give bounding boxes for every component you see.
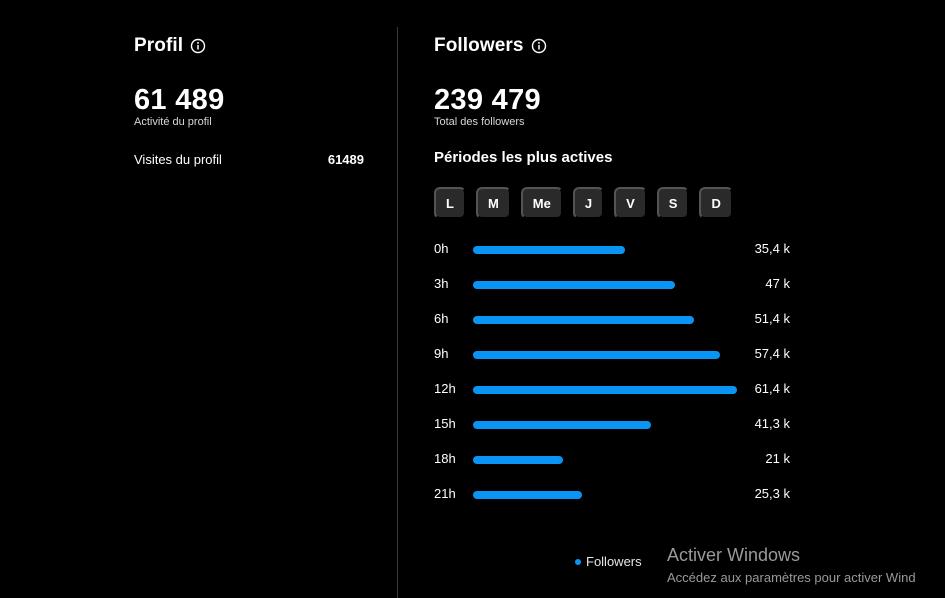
hour-label: 6h [434,311,449,326]
day-button-wednesday[interactable]: Me [520,187,563,219]
legend-dot [575,558,581,565]
bar-value-label: 47 k [765,276,790,291]
followers-bar[interactable] [473,246,626,254]
followers-bar[interactable] [473,456,564,464]
bar-value-label: 61,4 k [754,381,790,396]
legend-label: Followers [586,554,642,569]
bar-value-label: 21 k [765,451,790,466]
hour-label: 15h [434,416,456,431]
info-icon[interactable] [531,38,547,54]
day-button-monday[interactable]: L [434,187,466,219]
hour-label: 9h [434,346,449,361]
chart-row: 9h 57,4 k [434,344,794,379]
bar-track [473,351,737,359]
bar-track [473,281,737,289]
info-icon[interactable] [190,38,206,54]
followers-bar[interactable] [473,281,676,289]
day-button-friday[interactable]: V [614,187,647,219]
bar-value-label: 35,4 k [754,241,790,256]
hour-label: 21h [434,486,456,501]
watermark-subtitle: Accédez aux paramètres pour activer Wind [667,570,916,585]
chart-row: 15h 41,3 k [434,414,794,449]
profile-visits-value: 61489 [327,152,364,167]
day-button-thursday[interactable]: J [572,187,605,219]
bar-track [473,246,737,254]
day-button-sunday[interactable]: D [699,187,733,219]
profile-activity-label: Activité du profil [134,116,212,128]
followers-panel: Followers 239 479 Total des followers Pé… [434,34,794,519]
bar-value-label: 57,4 k [754,346,790,361]
chart-row: 18h 21 k [434,449,794,484]
chart-row: 0h 35,4 k [434,239,794,274]
hour-label: 12h [434,381,456,396]
chart-row: 6h 51,4 k [434,309,794,344]
active-periods-title: Périodes les plus actives [434,149,613,166]
chart-row: 3h 47 k [434,274,794,309]
profile-panel: Profil 61 489 Activité du profil Visites… [134,34,364,167]
panel-divider [397,27,398,598]
bar-value-label: 51,4 k [754,311,790,326]
profile-visits-label: Visites du profil [134,152,222,167]
bar-value-label: 41,3 k [754,416,790,431]
hour-label: 0h [434,241,449,256]
hour-label: 3h [434,276,449,291]
chart-row: 12h 61,4 k [434,379,794,414]
day-selector: L M Me J V S D [434,187,794,219]
chart-row: 21h 25,3 k [434,484,794,519]
bar-track [473,456,737,464]
followers-bar[interactable] [473,351,720,359]
bar-track [473,386,737,394]
profile-title: Profil [134,35,184,56]
followers-header: Followers [434,34,794,58]
followers-bar[interactable] [473,491,582,499]
followers-title: Followers [434,35,524,56]
day-button-saturday[interactable]: S [656,187,690,219]
followers-total-label: Total des followers [434,116,525,128]
followers-bar[interactable] [473,421,651,429]
followers-total: 239 479 [434,84,541,116]
followers-bar[interactable] [473,316,694,324]
watermark-title: Activer Windows [667,545,801,565]
profile-header: Profil [134,34,364,58]
windows-activation-watermark: Activer Windows Accédez aux paramètres p… [667,545,916,585]
chart-legend: Followers [575,554,642,569]
bar-track [473,421,737,429]
profile-visits-row: Visites du profil 61489 [134,152,364,167]
bar-track [473,491,737,499]
bar-track [473,316,737,324]
profile-activity-total: 61 489 [134,84,225,116]
day-button-tuesday[interactable]: M [475,187,511,219]
bar-value-label: 25,3 k [754,486,790,501]
hour-label: 18h [434,451,456,466]
followers-bar[interactable] [473,386,737,394]
